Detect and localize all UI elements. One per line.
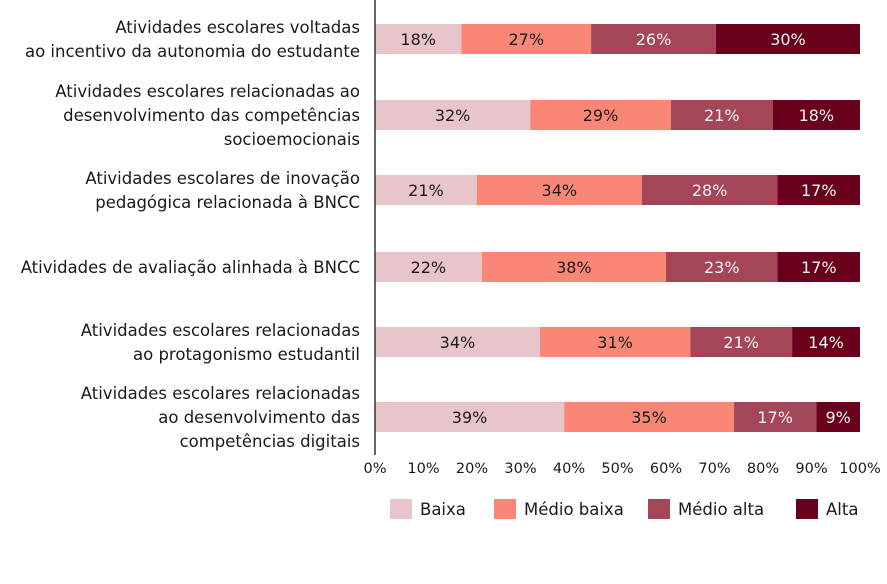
data-label: 21%: [723, 333, 759, 352]
category-label: Atividades de avaliação alinhada à BNCC: [21, 258, 360, 277]
data-label: 28%: [692, 181, 728, 200]
data-label: 27%: [508, 30, 544, 49]
bar-segment-médio-alta: [733, 402, 817, 432]
legend-label: Médio baixa: [524, 500, 624, 519]
bar-segment-baixa: [375, 175, 477, 205]
bar-segment-baixa: [375, 402, 565, 432]
data-label: 17%: [801, 258, 837, 277]
bar-segment-baixa: [375, 100, 531, 130]
data-label: 30%: [770, 30, 806, 49]
data-label: 17%: [757, 408, 793, 427]
bar-segment-baixa: [375, 252, 482, 282]
bar-segment-médio-alta: [670, 100, 773, 130]
category-label: Atividades escolares voltadas: [115, 18, 360, 37]
category-label: ao protagonismo estudantil: [133, 345, 360, 364]
category-label: pedagógica relacionada à BNCC: [95, 193, 360, 212]
data-label: 21%: [408, 181, 444, 200]
x-tick-label: 100%: [839, 461, 880, 477]
data-label: 38%: [556, 258, 592, 277]
bar-segment-médio-baixa: [564, 402, 734, 432]
legend-label: Alta: [826, 500, 858, 519]
data-label: 34%: [440, 333, 476, 352]
category-label: Atividades escolares de inovação: [85, 169, 360, 188]
bar-segment-médio-alta: [641, 175, 778, 205]
bar-segment-médio-alta: [591, 24, 716, 54]
bar-segment-médio-baixa: [481, 252, 666, 282]
data-label: 26%: [636, 30, 672, 49]
category-label: Atividades escolares relacionadas ao: [55, 82, 360, 101]
bar-segment-alta: [792, 327, 860, 357]
data-label: 29%: [583, 106, 619, 125]
bar-segment-médio-baixa: [539, 327, 691, 357]
bar-segment-médio-baixa: [476, 175, 642, 205]
data-label: 34%: [542, 181, 578, 200]
legend-swatch: [648, 499, 670, 519]
data-label: 14%: [808, 333, 844, 352]
bar-segment-alta: [816, 402, 860, 432]
category-label: competências digitais: [180, 432, 360, 451]
data-label: 18%: [799, 106, 835, 125]
x-tick-label: 80%: [747, 461, 779, 477]
bar-segment-alta: [777, 175, 860, 205]
legend-swatch: [390, 499, 412, 519]
bar-segment-médio-alta: [690, 327, 793, 357]
data-label: 17%: [801, 181, 837, 200]
data-label: 9%: [825, 408, 850, 427]
x-tick-label: 20%: [456, 461, 488, 477]
data-label: 21%: [704, 106, 740, 125]
legend-swatch: [494, 499, 516, 519]
data-label: 35%: [631, 408, 667, 427]
data-label: 39%: [452, 408, 488, 427]
bar-segment-baixa: [375, 327, 540, 357]
bar-segment-médio-baixa: [461, 24, 592, 54]
category-label: Atividades escolares relacionadas: [81, 384, 360, 403]
x-tick-label: 70%: [698, 461, 730, 477]
x-tick-label: 0%: [363, 461, 386, 477]
category-label: socioemocionais: [224, 130, 360, 149]
legend-swatch: [796, 499, 818, 519]
x-tick-label: 90%: [795, 461, 827, 477]
x-tick-label: 50%: [601, 461, 633, 477]
bar-segment-alta: [772, 100, 860, 130]
legend-label: Baixa: [420, 500, 466, 519]
bar-segment-médio-alta: [666, 252, 778, 282]
bar-segment-baixa: [375, 24, 462, 54]
x-tick-label: 40%: [553, 461, 585, 477]
legend-label: Médio alta: [678, 500, 764, 519]
data-label: 18%: [400, 30, 436, 49]
bar-segment-alta: [715, 24, 860, 54]
x-tick-label: 60%: [650, 461, 682, 477]
x-tick-label: 30%: [504, 461, 536, 477]
category-label: ao incentivo da autonomia do estudante: [25, 42, 360, 61]
bar-segment-alta: [777, 252, 860, 282]
category-label: ao desenvolvimento das: [158, 408, 360, 427]
data-label: 31%: [597, 333, 633, 352]
x-tick-label: 10%: [407, 461, 439, 477]
category-label: desenvolvimento das competências: [63, 106, 360, 125]
data-label: 32%: [435, 106, 471, 125]
data-label: 22%: [411, 258, 447, 277]
category-label: Atividades escolares relacionadas: [81, 321, 360, 340]
data-label: 23%: [704, 258, 740, 277]
bar-segment-médio-baixa: [530, 100, 671, 130]
